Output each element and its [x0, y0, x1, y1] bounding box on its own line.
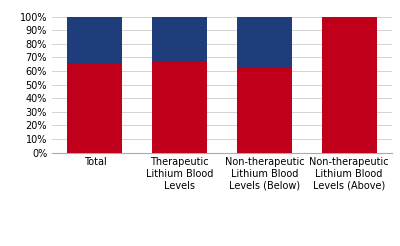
Bar [68, 17, 122, 64]
Bar [322, 17, 376, 153]
Bar [237, 67, 292, 153]
Bar [152, 17, 207, 62]
Bar [152, 62, 207, 153]
Bar [237, 17, 292, 67]
Bar [68, 64, 122, 153]
